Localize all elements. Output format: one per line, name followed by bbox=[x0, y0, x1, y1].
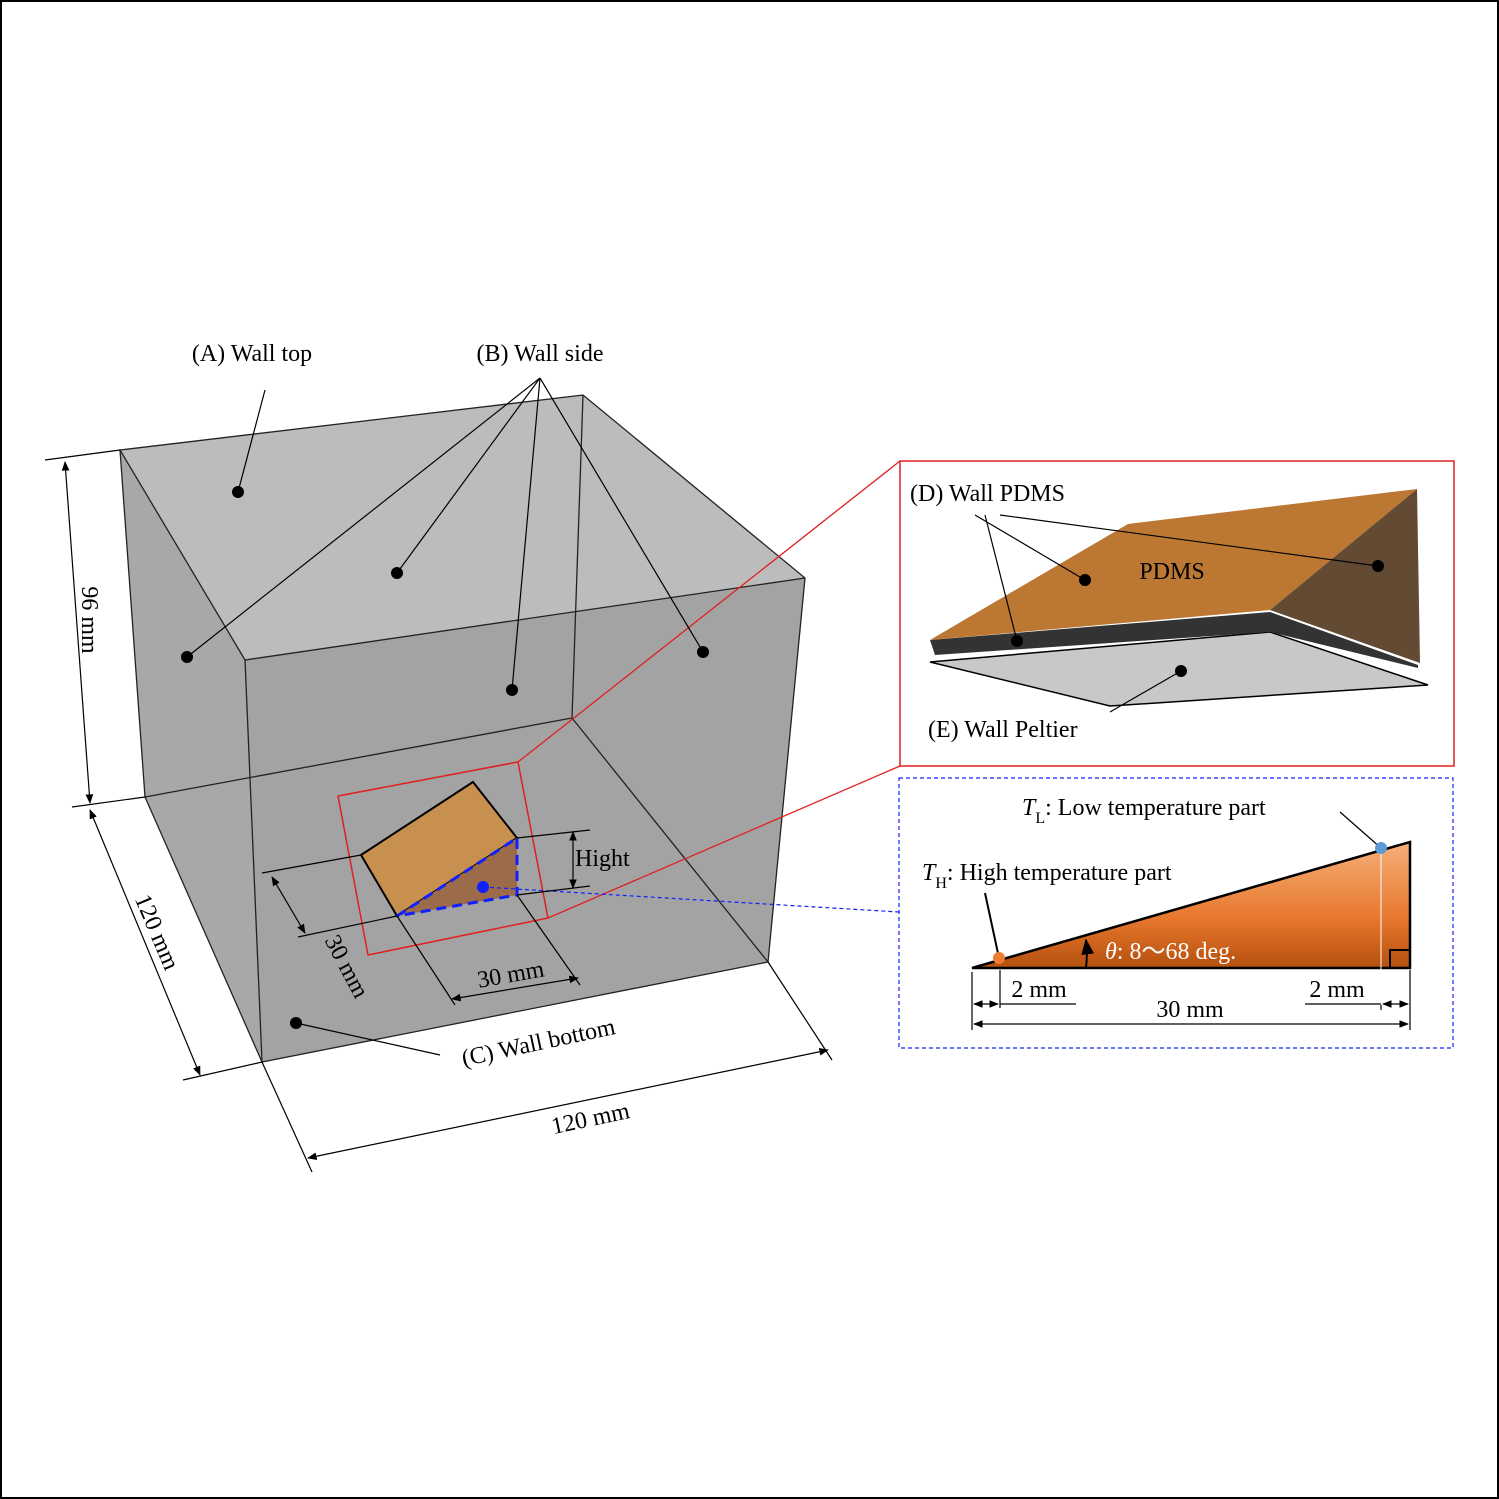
label-wall-pdms: (D) Wall PDMS bbox=[910, 481, 1065, 507]
dim-margin-left: 2 mm bbox=[1011, 977, 1067, 1003]
symbol: T bbox=[922, 860, 937, 886]
zoom-line bbox=[547, 765, 901, 919]
label-high-temp: TH: High temperature part bbox=[922, 860, 1172, 892]
dim-box-height: 96 mm bbox=[76, 586, 102, 654]
label-angle: θ: 8〜68 deg. bbox=[1105, 939, 1236, 965]
dimension-lines bbox=[44, 449, 833, 1173]
subscript: H bbox=[935, 875, 947, 892]
text: : High temperature part bbox=[947, 860, 1172, 886]
dim-margin-right: 2 mm bbox=[1309, 977, 1365, 1003]
pdms-panel bbox=[899, 460, 1455, 767]
subscript: L bbox=[1035, 810, 1045, 827]
text: : Low temperature part bbox=[1045, 795, 1266, 821]
dim-wedge-height: Hight bbox=[575, 846, 630, 872]
box bbox=[119, 394, 806, 1063]
text: : 8〜68 deg. bbox=[1117, 939, 1236, 965]
cross-section-panel bbox=[898, 777, 1454, 1049]
symbol: T bbox=[1022, 795, 1037, 821]
label-wall-peltier: (E) Wall Peltier bbox=[928, 717, 1078, 743]
symbol: θ bbox=[1105, 939, 1117, 965]
label-wall-side: (B) Wall side bbox=[477, 341, 604, 367]
leaders bbox=[181, 377, 709, 1056]
label-wall-top: (A) Wall top bbox=[192, 341, 312, 367]
label-pdms: PDMS bbox=[1139, 559, 1204, 585]
label-low-temp: TL: Low temperature part bbox=[1022, 795, 1266, 827]
dim-length: 30 mm bbox=[1156, 997, 1224, 1023]
zoom-line bbox=[517, 460, 901, 763]
